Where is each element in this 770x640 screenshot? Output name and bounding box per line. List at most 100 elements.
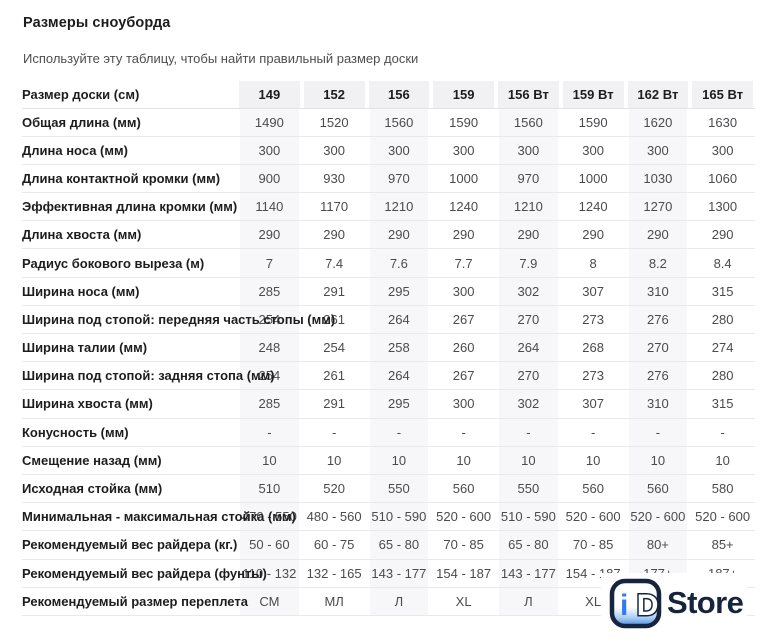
- table-cell: 307: [582, 396, 604, 412]
- table-cell: 300: [452, 142, 475, 158]
- table-cell: МЛ: [324, 593, 344, 609]
- table-cell: 970: [366, 164, 432, 193]
- table-row: Ширина носа (мм) 285 291 295 300 302 307 310 315: [22, 277, 755, 306]
- table-cell: 65 - 80: [366, 531, 432, 559]
- page-title: Размеры сноуборда: [23, 15, 171, 31]
- header-row: Размер доски (см) 149 152 156 159 156 Вт 159 В…: [22, 81, 755, 109]
- table-cell: 7.7: [454, 255, 473, 271]
- table-cell: 285: [237, 390, 302, 418]
- table-cell: 300: [452, 283, 475, 299]
- table-cell: 258: [366, 334, 432, 362]
- table-row: Рекомендуемый вес райдера (кг.) 50 - 60 60…: [22, 531, 755, 560]
- column-header: 152: [301, 81, 367, 108]
- table-cell: -: [590, 424, 596, 440]
- table-cell: 261: [323, 368, 345, 384]
- table-cell: 1560: [366, 108, 432, 136]
- row-label: Рекомендуемый размер переплета: [22, 593, 248, 609]
- table-cell: 264: [366, 305, 432, 333]
- table-cell: 254: [237, 305, 302, 333]
- row-label: Радиус бокового выреза (м): [22, 255, 205, 271]
- table-cell: 7: [237, 249, 302, 277]
- table-row: Ширина хвоста (мм) 285 291 295 300 302 307 310 3…: [22, 390, 755, 419]
- table-cell: 580: [711, 481, 734, 497]
- table-cell: -: [496, 418, 561, 446]
- table-cell: 300: [711, 142, 734, 158]
- table-cell: 291: [323, 396, 345, 412]
- row-label: Конусность (мм): [22, 424, 129, 440]
- table-cell: 302: [496, 390, 561, 418]
- table-cell: 315: [711, 283, 734, 299]
- table-cell: 280: [711, 311, 734, 327]
- table-cell: 270: [496, 305, 561, 333]
- table-cell: 273: [582, 368, 604, 384]
- table-cell: 300: [237, 136, 302, 164]
- table-cell: 270: [625, 334, 691, 362]
- row-label: Эффективная длина кромки (мм): [22, 199, 238, 215]
- table-cell: 60 - 75: [313, 537, 355, 553]
- table-cell: 8.4: [713, 255, 732, 271]
- store-logo-wordmark: Store: [667, 585, 744, 620]
- column-header: 159 Вт: [560, 81, 626, 108]
- table-cell: 143 - 177: [366, 559, 432, 587]
- table-cell: 1140: [237, 193, 302, 221]
- table-cell: 900: [237, 164, 302, 193]
- table-cell: 300: [323, 142, 345, 158]
- table-cell: 310: [625, 390, 691, 418]
- table-cell: 1000: [578, 170, 608, 186]
- table-row: Длина хвоста (мм) 290 290 290 290 290 290 290 29…: [22, 221, 755, 250]
- table-cell: 110 - 132: [237, 559, 302, 587]
- table-cell: 1030: [625, 164, 691, 193]
- table-cell: 132 - 165: [306, 565, 362, 581]
- table-cell: 10: [625, 446, 691, 474]
- table-row: Длина носа (мм) 300 300 300 300 300 300 300 300: [22, 136, 755, 165]
- table-cell: XL: [585, 593, 602, 609]
- table-cell: Л: [366, 587, 432, 615]
- table-cell: 10: [237, 446, 302, 474]
- table-cell: 1490: [237, 108, 302, 136]
- table-cell: 520 - 600: [625, 503, 691, 531]
- row-label: Длина контактной кромки (мм): [22, 170, 221, 186]
- column-header: 165 Вт: [690, 81, 755, 108]
- table-cell: 10: [456, 452, 471, 468]
- row-label: Рекомендуемый вес райдера (фунты): [22, 565, 267, 581]
- table-cell: -: [461, 424, 466, 440]
- table-cell: 8.2: [625, 249, 691, 277]
- store-logo: i D Store: [601, 573, 748, 633]
- row-label: Минимальная - максимальная стойка (мм): [22, 509, 296, 525]
- table-cell: 1000: [449, 170, 479, 186]
- table-cell: 1520: [319, 114, 349, 130]
- table-cell: 1060: [708, 170, 738, 186]
- table-cell: 1630: [708, 114, 738, 130]
- table-cell: -: [720, 424, 725, 440]
- table-cell: 560: [625, 474, 691, 503]
- store-logo-icon: i D: [609, 578, 662, 628]
- table-row: Эффективная длина кромки (мм) 1140 1170 121…: [22, 193, 755, 222]
- table-cell: 10: [496, 446, 561, 474]
- table-cell: 270: [496, 362, 561, 390]
- table-cell: 143 - 177: [496, 559, 561, 587]
- table-cell: XL: [455, 593, 472, 609]
- table-cell: 267: [452, 368, 475, 384]
- row-label: Ширина хвоста (мм): [22, 396, 153, 412]
- row-label: Длина носа (мм): [22, 142, 128, 158]
- table-cell: 290: [625, 221, 691, 249]
- table-cell: 510: [237, 474, 302, 503]
- table-cell: 295: [366, 277, 432, 305]
- table-cell: -: [366, 418, 432, 446]
- table-cell: 261: [323, 311, 345, 327]
- table-row: Длина контактной кромки (мм) 900 930 970 100…: [22, 164, 755, 194]
- table-cell: 264: [366, 362, 432, 390]
- table-cell: 1590: [449, 114, 479, 130]
- table-cell: 470 - 550: [237, 503, 302, 531]
- table-row: Минимальная - максимальная стойка (мм) 47…: [22, 503, 755, 532]
- table-cell: 290: [582, 227, 604, 243]
- table-cell: 1210: [366, 193, 432, 221]
- row-label: Ширина носа (мм): [22, 283, 140, 299]
- table-cell: 268: [582, 340, 604, 356]
- table-cell: 280: [711, 368, 734, 384]
- column-header-label: Размер доски (см): [22, 86, 140, 102]
- table-cell: 290: [323, 227, 345, 243]
- column-header: 156 Вт: [496, 81, 561, 108]
- table-cell: 1210: [496, 193, 561, 221]
